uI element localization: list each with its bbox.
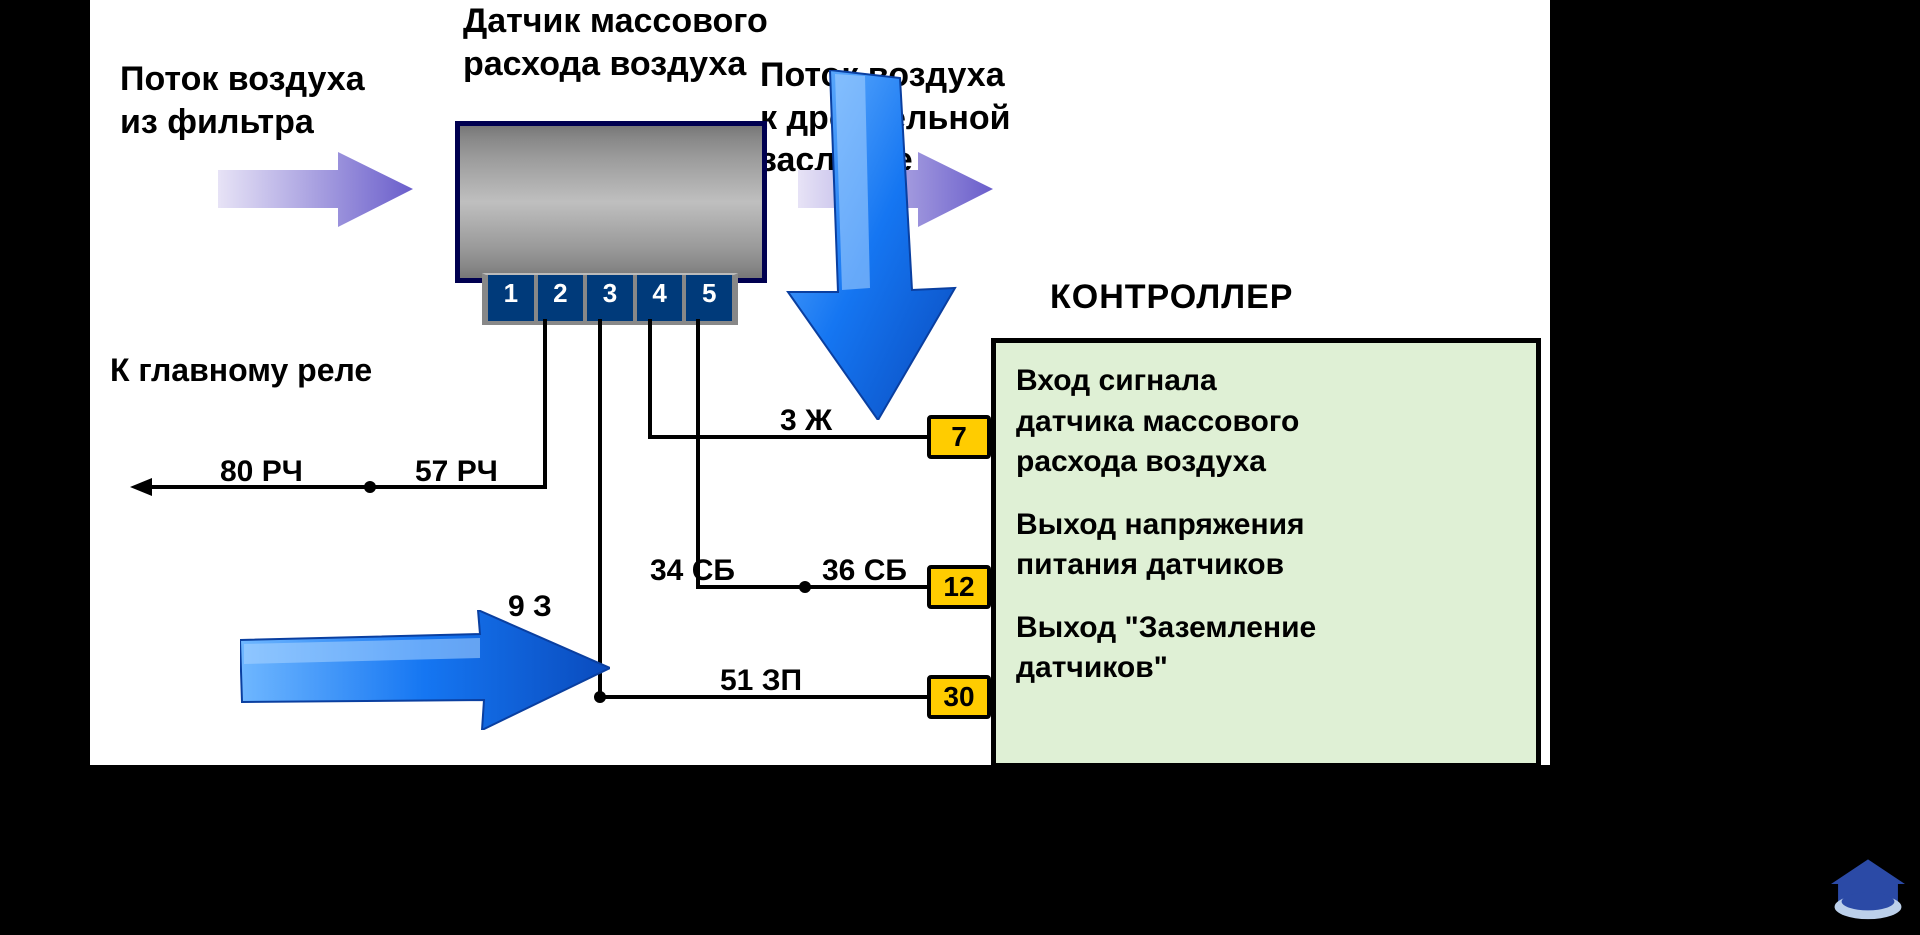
controller-entry-30: Выход "Заземление датчиков" <box>1016 608 1516 689</box>
ctrl7-l3: расхода воздуха <box>1016 442 1516 483</box>
diagram-stage: Датчик массового расхода воздуха Поток в… <box>90 0 1550 765</box>
ctrl12-l2: питания датчиков <box>1016 545 1516 586</box>
pointer-arrow-down-icon <box>770 70 960 420</box>
pointer-arrow-right-icon <box>240 610 610 730</box>
ctrl7-l1: Вход сигнала <box>1016 361 1516 402</box>
wire-label-36sb: 36 СБ <box>822 554 907 588</box>
ctrl7-l2: датчика массового <box>1016 402 1516 443</box>
controller-box: Вход сигнала датчика массового расхода в… <box>991 338 1541 768</box>
wire-label-80: 80 РЧ <box>220 455 303 489</box>
wire-label-34sb: 34 СБ <box>650 554 735 588</box>
ctrl30-l1: Выход "Заземление <box>1016 608 1516 649</box>
controller-header: КОНТРОЛЛЕР <box>1050 278 1293 317</box>
pin-pill-30: 30 <box>927 675 991 719</box>
wire-label-57: 57 РЧ <box>415 455 498 489</box>
ctrl30-l2: датчиков" <box>1016 648 1516 689</box>
controller-entry-12: Выход напряжения питания датчиков <box>1016 505 1516 586</box>
ctrl12-l1: Выход напряжения <box>1016 505 1516 546</box>
wire-label-51zp: 51 ЗП <box>720 664 802 698</box>
pin-pill-12: 12 <box>927 565 991 609</box>
watermark-logo-icon <box>1824 855 1912 927</box>
pin-pill-7: 7 <box>927 415 991 459</box>
controller-entry-7: Вход сигнала датчика массового расхода в… <box>1016 361 1516 483</box>
relay-label: К главному реле <box>110 352 372 389</box>
